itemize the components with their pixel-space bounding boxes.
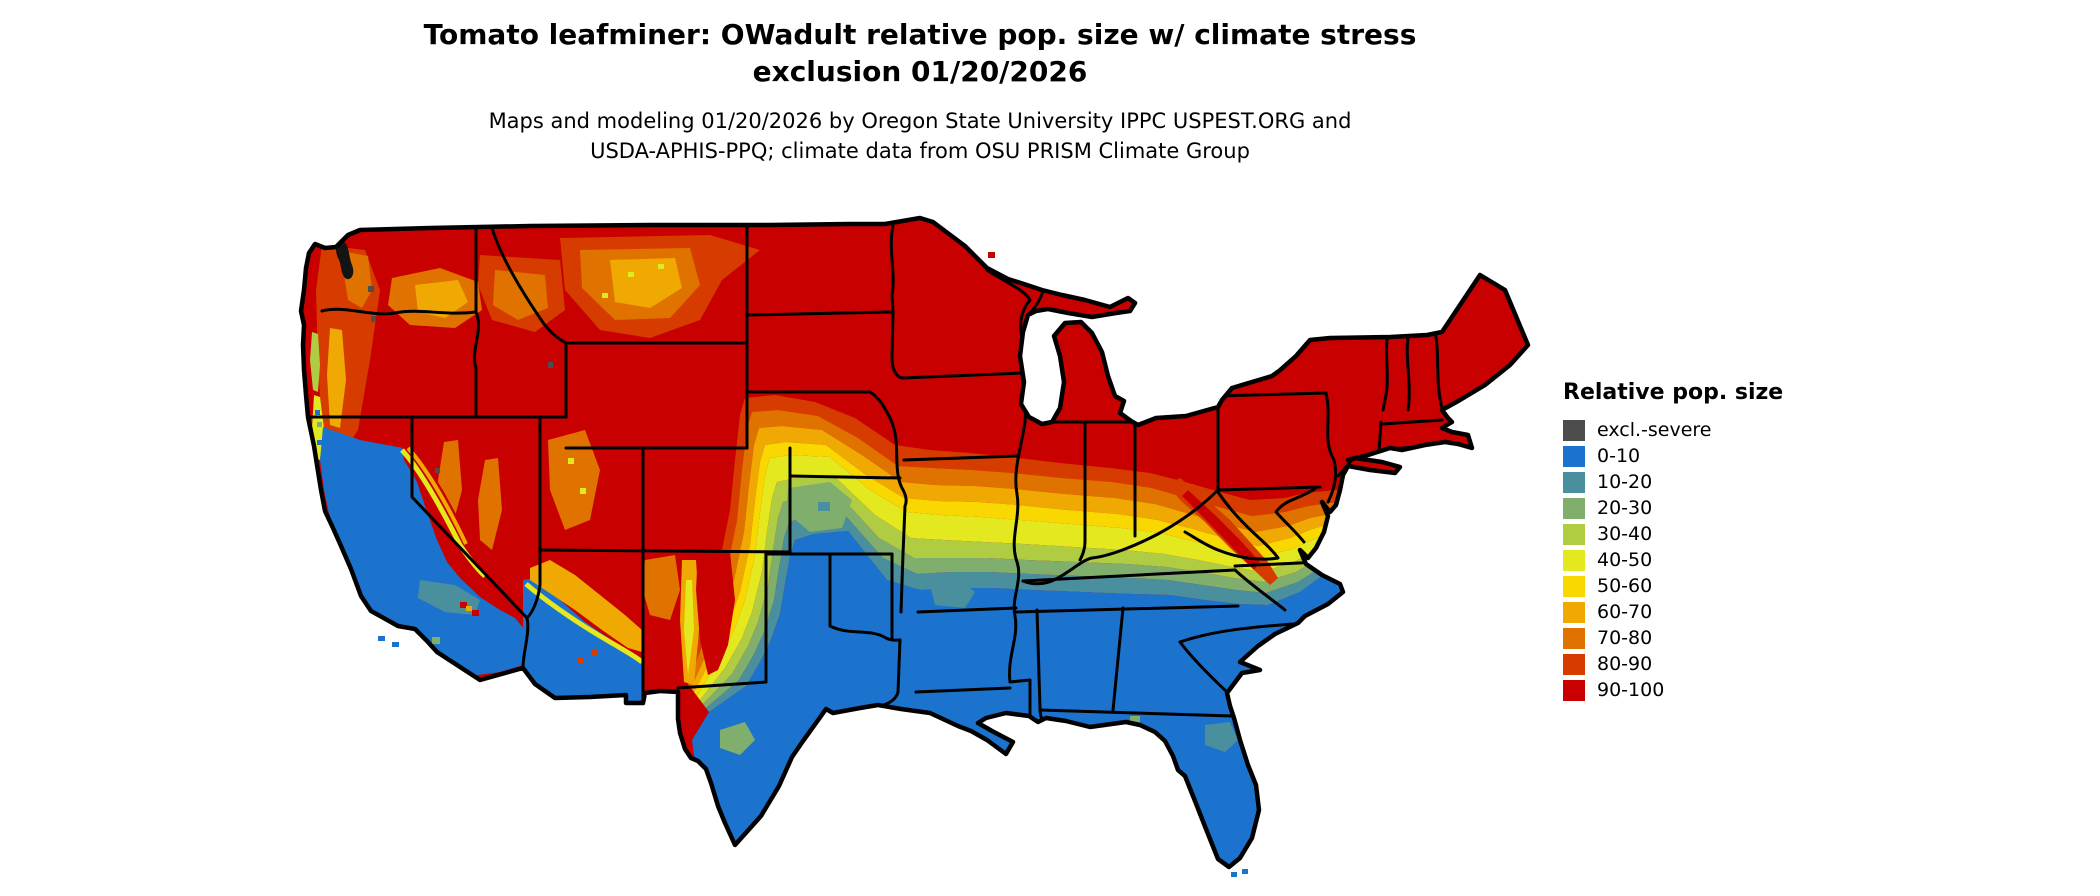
map-subtitle-line2: USDA-APHIS-PPQ; climate data from OSU PR… xyxy=(590,139,1250,163)
map-patch-utah xyxy=(548,430,600,530)
map-speck-severe-1 xyxy=(368,286,374,292)
map-fringe-az-orange xyxy=(530,560,642,652)
legend-label: 30-40 xyxy=(1597,523,1653,545)
map-patch-nm-west-orange xyxy=(642,555,680,620)
legend-item: 0-10 xyxy=(1563,443,1863,469)
map-patch-fl-teal xyxy=(1205,722,1238,752)
map-subtitle-line1: Maps and modeling 01/20/2026 by Oregon S… xyxy=(488,109,1352,133)
legend-label: 60-70 xyxy=(1597,601,1653,623)
map-zone-arizona-blue xyxy=(523,578,643,703)
map-fringe-sierra-yellow xyxy=(400,448,487,578)
map-fringe-az-yellow xyxy=(524,582,644,664)
legend-swatch xyxy=(1563,419,1585,441)
map-patch-ozark-teal xyxy=(930,580,975,608)
legend-items: excl.-severe 0-10 10-20 20-30 30-40 40-50 50-6… xyxy=(1563,417,1863,703)
map-speck-red-az2 xyxy=(592,650,598,655)
map-zone-nm-red-tongue xyxy=(696,552,735,675)
map-band-20-30 xyxy=(703,496,1422,708)
legend-swatch xyxy=(1563,627,1585,649)
map-speck-green-sd xyxy=(432,637,440,644)
legend-label: 80-90 xyxy=(1597,653,1653,675)
map-speck-blue-coast1 xyxy=(315,410,320,415)
legend-item: 20-30 xyxy=(1563,495,1863,521)
map-speck-yellow-ut2 xyxy=(580,488,586,494)
map-patch-willamette xyxy=(327,328,346,428)
legend-swatch xyxy=(1563,497,1585,519)
map-speck-red-socal2 xyxy=(472,610,479,616)
map-speck-yellow-mt2 xyxy=(658,264,664,269)
map-band-10-20 xyxy=(706,514,1426,712)
legend-label: 20-30 xyxy=(1597,497,1653,519)
legend-item: excl.-severe xyxy=(1563,417,1863,443)
legend-item: 90-100 xyxy=(1563,677,1863,703)
map-title: Tomato leafminer: OWadult relative pop. … xyxy=(0,16,1840,90)
state-borders xyxy=(307,224,1444,725)
legend-item: 30-40 xyxy=(1563,521,1863,547)
map-speck-green-tallahassee xyxy=(1130,716,1140,723)
map-speck-yellow-mt1 xyxy=(628,272,634,277)
map-speck-severe-4 xyxy=(435,468,440,473)
legend-item: 80-90 xyxy=(1563,651,1863,677)
legend-swatch xyxy=(1563,445,1585,467)
map-band-30-40 xyxy=(700,478,1421,704)
us-map-svg xyxy=(298,215,1531,877)
legend-swatch xyxy=(1563,601,1585,623)
map-speck-red-socal1 xyxy=(460,602,467,608)
legend-item: 50-60 xyxy=(1563,573,1863,599)
map-speck-yellow-mt3 xyxy=(602,293,608,298)
legend-label: 50-60 xyxy=(1597,575,1653,597)
legend-label: excl.-severe xyxy=(1597,419,1712,441)
legend-label: 40-50 xyxy=(1597,549,1653,571)
map-speck-green-coast xyxy=(317,422,322,427)
map-speck-isle-royale xyxy=(988,252,995,258)
map-strip-or-coast xyxy=(310,332,320,392)
map-fringe-sierra-orange xyxy=(406,446,468,545)
map-speck-severe-2 xyxy=(371,316,376,322)
map-patch-east-wa-core xyxy=(415,280,468,318)
map-speck-keys1 xyxy=(1231,872,1237,877)
legend-swatch xyxy=(1563,549,1585,571)
legend-item: 60-70 xyxy=(1563,599,1863,625)
us-outline xyxy=(298,215,1531,870)
legend-label: 0-10 xyxy=(1597,445,1641,467)
map-zone-appalachia-red xyxy=(1182,490,1260,570)
legend-swatch xyxy=(1563,575,1585,597)
legend-swatch xyxy=(1563,653,1585,675)
legend-swatch xyxy=(1563,471,1585,493)
map-subtitle: Maps and modeling 01/20/2026 by Oregon S… xyxy=(0,106,1840,166)
page-header: Tomato leafminer: OWadult relative pop. … xyxy=(0,16,1840,166)
legend-title: Relative pop. size xyxy=(1563,380,1784,405)
map-title-line1: Tomato leafminer: OWadult relative pop. … xyxy=(423,18,1417,51)
map-patch-nevada2 xyxy=(478,458,502,550)
legend-item: 70-80 xyxy=(1563,625,1863,651)
map-patch-davis-mtns-green xyxy=(720,722,755,755)
legend: Relative pop. size excl.-severe 0-10 10-20… xyxy=(1563,380,1863,703)
map-puget-sound-water xyxy=(335,240,354,280)
map-speck-severe-3 xyxy=(548,362,553,368)
legend-item: 40-50 xyxy=(1563,547,1863,573)
map-speck-teal-ks xyxy=(818,502,830,511)
legend-label: 90-100 xyxy=(1597,679,1665,701)
map-strip-rio-grande-yellow xyxy=(684,580,694,675)
legend-swatch xyxy=(1563,523,1585,545)
map-speck-channel-island2 xyxy=(392,642,399,647)
map-patch-montana-core xyxy=(610,258,682,308)
map-speck-yellow-ut1 xyxy=(568,458,574,464)
map-speck-keys2 xyxy=(1242,869,1248,874)
map-band-40-50 xyxy=(697,455,1420,700)
map-speck-channel-island1 xyxy=(378,636,385,641)
us-risk-map xyxy=(230,160,1570,892)
map-speck-red-az1 xyxy=(578,658,584,663)
legend-swatch xyxy=(1563,679,1585,701)
map-band-50-60 xyxy=(694,442,1418,696)
legend-item: 10-20 xyxy=(1563,469,1863,495)
map-speck-orange-socal xyxy=(466,606,472,611)
map-speck-blue-coast2 xyxy=(317,440,322,445)
legend-label: 70-80 xyxy=(1597,627,1653,649)
map-title-line2: exclusion 01/20/2026 xyxy=(752,55,1088,88)
legend-label: 10-20 xyxy=(1597,471,1653,493)
